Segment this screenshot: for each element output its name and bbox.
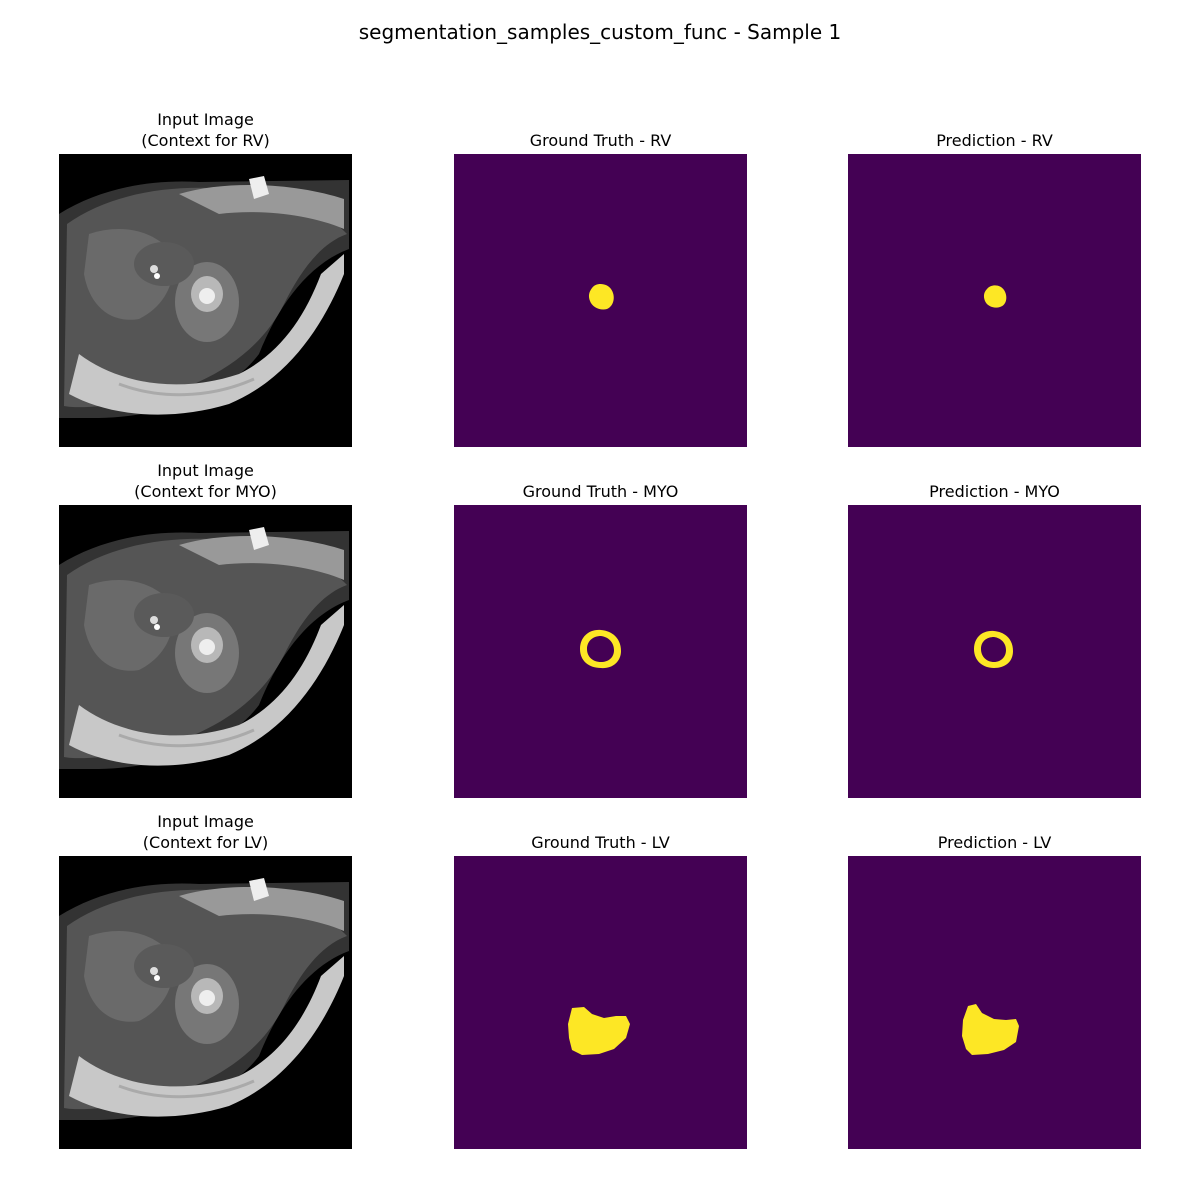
ground-truth-mask-rv [454, 154, 747, 447]
ground-truth-mask-lv [454, 856, 747, 1149]
mri-image [59, 856, 352, 1149]
prediction-mask-lv [848, 856, 1141, 1149]
input-image-myo [59, 505, 352, 798]
input-image-lv [59, 856, 352, 1149]
pred-title-lv: Prediction - LV [937, 833, 1052, 852]
mask-image [454, 505, 747, 798]
pred-title-myo: Prediction - MYO [929, 482, 1060, 501]
input-image-rv [59, 154, 352, 447]
mask-image [454, 856, 747, 1149]
pred-title-rv: Prediction - RV [936, 131, 1053, 150]
gt-title-lv: Ground Truth - LV [531, 833, 670, 852]
mask-image [454, 154, 747, 447]
gt-title-rv: Ground Truth - RV [529, 131, 672, 150]
mask-image [848, 505, 1141, 798]
gt-title-myo: Ground Truth - MYO [522, 482, 679, 501]
input-title-rv: Input Image (Context for RV) [141, 110, 270, 150]
prediction-mask-rv [848, 154, 1141, 447]
input-title-myo: Input Image (Context for MYO) [134, 461, 277, 501]
prediction-mask-myo [848, 505, 1141, 798]
mri-image [59, 154, 352, 447]
ground-truth-mask-myo [454, 505, 747, 798]
figure-title: segmentation_samples_custom_func - Sampl… [358, 20, 842, 44]
mask-image [848, 154, 1141, 447]
input-title-lv: Input Image (Context for LV) [142, 812, 269, 852]
mri-image [59, 505, 352, 798]
mask-image [848, 856, 1141, 1149]
